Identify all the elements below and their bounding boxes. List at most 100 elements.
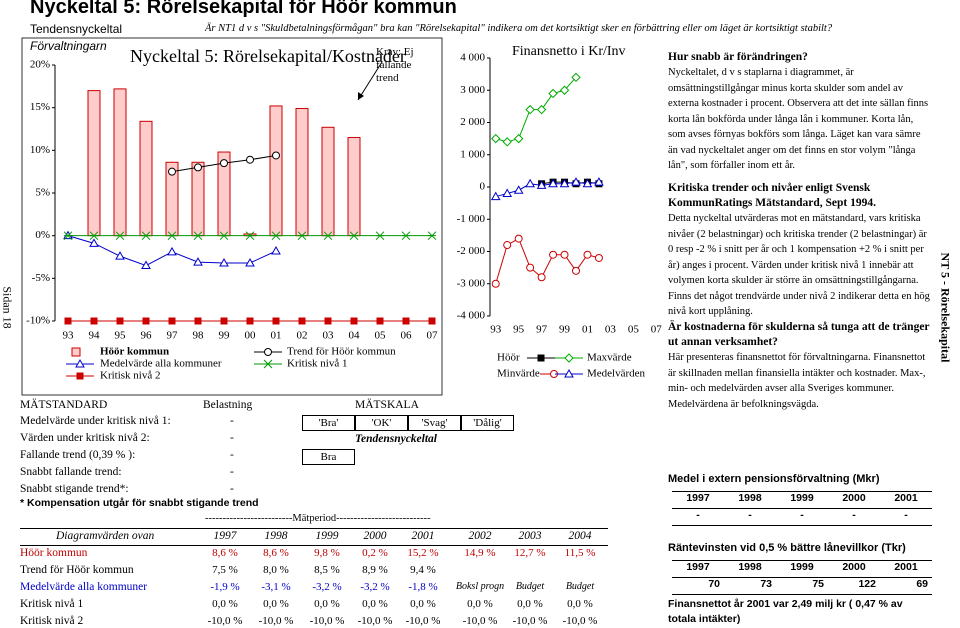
row-label: Trend för Höör kommun — [20, 564, 134, 576]
scale-box: 'Svag' — [408, 415, 461, 431]
side-title: NT 5 - Rörelsekapital — [938, 252, 953, 363]
row-label: Medelvärde alla kommuner — [20, 581, 148, 593]
point — [220, 159, 228, 168]
table-row: Höör kommun 8,6 % 8,6 % 9,8 % 0,2 % 15,2 % 14,… — [0, 547, 620, 563]
x-tick-label: 02 — [297, 330, 308, 342]
y-tick-label: -2 000 — [457, 245, 486, 257]
y-tick-label: 15% — [30, 101, 50, 113]
note: Är kostnaderna för skulderna så tunga at… — [668, 320, 930, 412]
point — [323, 231, 333, 241]
value-cell: 122 — [828, 578, 880, 595]
legend-marker — [564, 353, 574, 363]
y-tick-label: 20% — [30, 59, 50, 71]
table-cell: -10,0 % — [309, 615, 345, 627]
point — [513, 185, 524, 194]
y-tick-label: -3 000 — [457, 277, 486, 289]
year-cell: 2001 — [880, 491, 932, 509]
point — [272, 317, 280, 325]
bar — [269, 105, 283, 237]
point — [141, 231, 151, 241]
table-header: Diagramvärden ovan — [56, 530, 155, 542]
table-cell: -1,8 % — [408, 581, 438, 593]
row-label: Kritisk nivå 2 — [20, 615, 84, 627]
x-tick-label: 93 — [490, 324, 502, 336]
point — [536, 180, 547, 189]
point — [559, 85, 570, 95]
table-cell: Budget — [565, 581, 595, 592]
table-header: 2003 — [518, 530, 542, 542]
point — [246, 317, 254, 325]
table-cell: 0,0 % — [467, 598, 493, 610]
table-cell: Boksl progn — [455, 581, 505, 592]
table-cell: 8,0 % — [263, 564, 289, 576]
legend-label: Medelvärde alla kommuner — [100, 358, 222, 370]
measure-header: MÄTSKALA — [355, 399, 419, 411]
x-tick-label: 03 — [605, 324, 617, 336]
measure-header: Belastning — [203, 399, 253, 411]
point — [548, 178, 558, 188]
value-cell: 70 — [672, 578, 724, 595]
x-tick-label: 99 — [219, 330, 231, 342]
row-label: Höör kommun — [20, 547, 88, 559]
y-tick-label: 10% — [30, 144, 50, 156]
table-cell: -10,0 % — [512, 615, 548, 627]
legend-marker — [263, 359, 273, 369]
table-row: Kritisk nivå 1 0,0 % 0,0 % 0,0 % 0,0 % 0,0 % 0… — [0, 598, 620, 614]
table-cell: -10,0 % — [207, 615, 243, 627]
bar — [347, 137, 361, 237]
y-tick-label: -5% — [32, 272, 50, 284]
table-cell: 7,5 % — [212, 564, 238, 576]
table-cell: 0,0 % — [410, 598, 436, 610]
x-tick-label: 94 — [89, 330, 101, 342]
value-cell: - — [880, 509, 932, 526]
table-cell: 0,0 % — [567, 598, 593, 610]
x-tick-label: 95 — [513, 324, 525, 336]
year-cell: 1998 — [724, 560, 776, 578]
point — [167, 246, 177, 256]
table-cell: 8,6 % — [263, 547, 289, 559]
note: Hur snabb är förändringen? Nyckeltalet, d… — [668, 50, 930, 174]
table-row: Medelvärde alla kommuner -1,9 % -3,1 % -3,2… — [0, 581, 620, 597]
point — [116, 317, 124, 325]
measure-label: Fallande trend (0,39 % ): — [20, 449, 136, 461]
value-cell: - — [672, 509, 724, 526]
measure-load: - — [230, 415, 234, 427]
point — [89, 231, 99, 241]
measure-label: Värden under kritisk nivå 2: — [20, 432, 150, 444]
point — [376, 317, 384, 325]
point — [513, 133, 524, 144]
point — [115, 251, 125, 260]
point — [549, 250, 558, 259]
y-tick-label: 0 — [480, 181, 486, 193]
x-tick-label: 96 — [141, 330, 153, 342]
rule — [20, 528, 608, 529]
legend-label: Höör — [497, 352, 520, 364]
point — [402, 317, 410, 325]
table-cell: 0,0 % — [314, 598, 340, 610]
table-cell: -10,0 % — [462, 615, 498, 627]
x-tick-label: 97 — [536, 324, 548, 336]
table-header: 2002 — [468, 530, 492, 542]
x-tick-label: 07 — [651, 324, 663, 336]
table-cell: -10,0 % — [562, 615, 598, 627]
table-cell: 8,9 % — [362, 564, 388, 576]
measure-load: - — [230, 432, 234, 444]
point — [571, 177, 581, 186]
point — [271, 231, 281, 241]
table-row: Kritisk nivå 2 -10,0 % -10,0 % -10,0 % -10,0… — [0, 615, 620, 628]
point — [490, 191, 501, 201]
bar — [191, 161, 205, 237]
table-cell: 15,2 % — [407, 547, 439, 559]
bar — [139, 120, 153, 237]
table-cell: 0,0 % — [517, 598, 543, 610]
point — [525, 178, 535, 188]
point — [503, 241, 512, 250]
point — [193, 257, 203, 266]
point — [349, 231, 359, 241]
x-tick-label: 95 — [115, 330, 127, 342]
note-heading: Är kostnaderna för skulderna så tunga at… — [668, 321, 930, 348]
measure-label: Snabbt fallande trend: — [20, 466, 122, 478]
point — [89, 238, 99, 247]
table-cell: -3,2 % — [312, 581, 342, 593]
note-body: Nyckeltalet, d v s staplarna i diagramme… — [668, 67, 929, 171]
